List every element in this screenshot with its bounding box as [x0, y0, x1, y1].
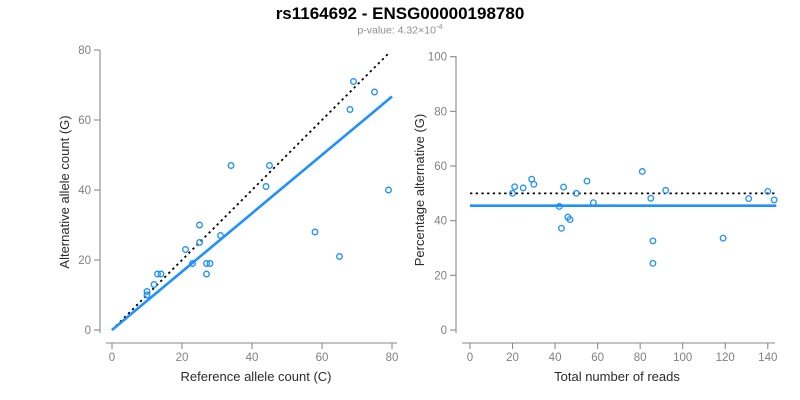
- y-tick-label: 0: [441, 325, 447, 337]
- scatter-point: [217, 232, 224, 239]
- x-tick-label: 120: [716, 352, 735, 364]
- scatter-point: [649, 259, 657, 267]
- scatter-point: [745, 195, 753, 202]
- scatter-point: [509, 189, 516, 197]
- figure-subtitle: p-value: 4.32×10-4: [0, 22, 800, 37]
- scatter-point: [262, 183, 270, 190]
- scatter-point: [203, 260, 210, 267]
- scatter-point: [589, 199, 597, 207]
- scatter-point: [530, 180, 538, 188]
- scatter-point: [346, 106, 354, 113]
- scatter-point: [266, 162, 273, 169]
- scatter-point: [336, 253, 343, 260]
- y-tick-label: 0: [85, 325, 91, 337]
- x-tick-label: 20: [176, 352, 189, 364]
- scatter-point: [203, 270, 210, 278]
- scatter-point: [196, 239, 203, 246]
- scatter-point: [638, 168, 646, 175]
- y-tick-label: 60: [78, 115, 91, 127]
- x-tick-label: 0: [467, 352, 473, 364]
- scatter-point: [182, 246, 189, 253]
- scatter-point: [196, 221, 203, 229]
- scatter-point: [770, 196, 778, 204]
- scatter-point: [150, 281, 158, 288]
- x-tick-label: 40: [246, 352, 259, 364]
- pvalue-text: p-value: 4.32×10: [357, 24, 436, 37]
- scatter-point: [385, 186, 392, 194]
- scatter-point: [154, 270, 161, 278]
- y-tick-label: 80: [434, 106, 447, 118]
- right-scatter-plot: 0 20 40 60 80 100 120 140 0 20 40 60 80 100 Total numb…: [412, 52, 778, 384]
- identity-line: [111, 52, 390, 331]
- figure-title: rs1164692 - ENSG00000198780: [275, 4, 525, 23]
- y-tick-label: 40: [434, 216, 447, 228]
- y-axis-title: Percentage alternative (G): [412, 114, 427, 266]
- scatter-point: [560, 183, 568, 191]
- scatter-point: [764, 187, 772, 195]
- pvalue-exponent: -4: [435, 22, 443, 31]
- scatter-point: [143, 288, 151, 295]
- y-tick-label: 40: [78, 185, 91, 197]
- left-scatter-plot: 0 20 40 60 80 0 20 40 60 80 Reference allele count…: [57, 45, 398, 384]
- x-tick-label: 0: [109, 352, 115, 364]
- fit-line: [111, 95, 393, 331]
- scatter-point: [719, 234, 727, 242]
- scatter-point: [572, 189, 580, 197]
- x-tick-label: 60: [316, 352, 329, 364]
- scatter-point: [227, 162, 235, 169]
- scatter-point: [371, 88, 378, 96]
- scatter-point: [662, 186, 670, 194]
- scatter-point: [558, 224, 565, 232]
- scatter-point: [519, 184, 527, 192]
- x-tick-label: 40: [549, 352, 562, 364]
- x-tick-label: 20: [506, 352, 519, 364]
- y-tick-label: 100: [428, 52, 447, 64]
- scatter-point: [157, 270, 165, 278]
- scatter-point: [583, 177, 591, 185]
- y-axis-title: Alternative allele count (G): [57, 115, 72, 268]
- y-tick-label: 80: [78, 45, 91, 57]
- y-tick-label: 20: [78, 255, 91, 267]
- scatter-point: [311, 228, 319, 236]
- scatter-point: [566, 216, 574, 224]
- x-tick-label: 80: [634, 352, 647, 364]
- scatter-point: [189, 260, 196, 267]
- x-tick-label: 100: [673, 352, 692, 364]
- scatter-point: [647, 194, 655, 202]
- x-tick-label: 140: [758, 352, 777, 364]
- y-tick-label: 60: [434, 161, 447, 173]
- scatter-point: [511, 183, 519, 191]
- scatter-point: [555, 203, 563, 210]
- x-axis-title: Total number of reads: [554, 369, 680, 384]
- x-tick-label: 60: [591, 352, 604, 364]
- x-tick-label: 80: [386, 352, 399, 364]
- scatter-point: [206, 260, 214, 267]
- x-axis-title: Reference allele count (C): [180, 369, 331, 384]
- scatter-point: [143, 291, 151, 299]
- scatter-point: [350, 78, 357, 85]
- scatter-point: [649, 237, 657, 245]
- y-tick-label: 20: [434, 270, 447, 282]
